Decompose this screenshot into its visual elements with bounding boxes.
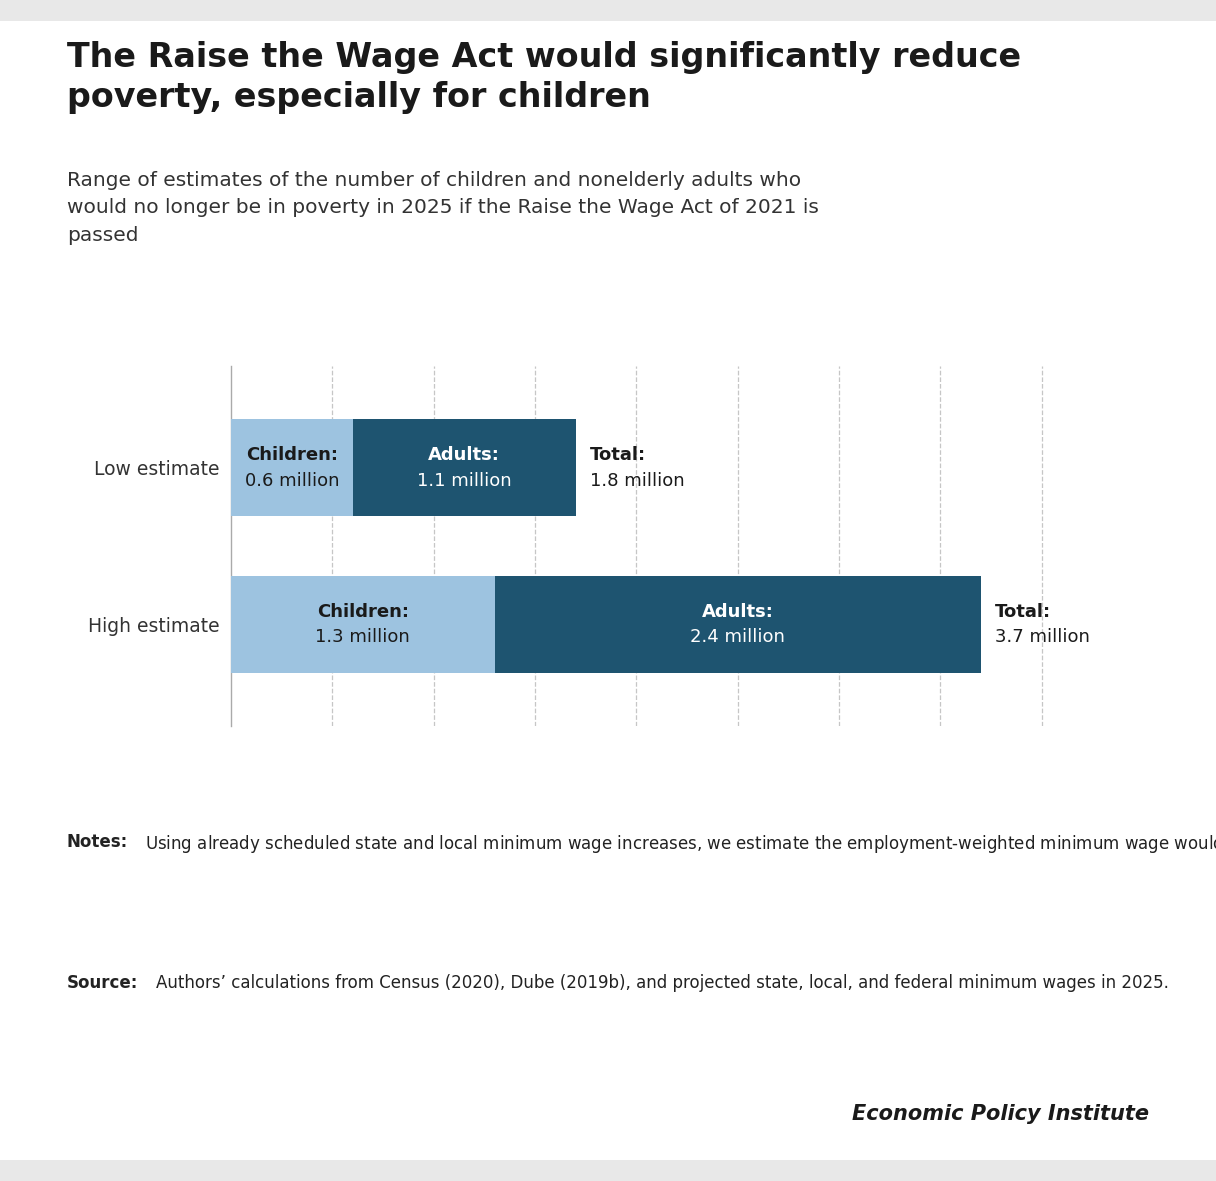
Text: 1.8 million: 1.8 million [590, 472, 685, 490]
Text: Adults:: Adults: [702, 602, 773, 620]
Text: Children:: Children: [317, 602, 409, 620]
Bar [231, 419, 353, 516]
Text: Authors’ calculations from Census (2020), Dube (2019b), and projected state, loc: Authors’ calculations from Census (2020)… [156, 974, 1169, 992]
Text: Economic Policy Institute: Economic Policy Institute [852, 1104, 1149, 1124]
Text: 0.6 million: 0.6 million [244, 472, 339, 490]
Text: Total:: Total: [590, 446, 646, 464]
Text: The Raise the Wage Act would significantly reduce
poverty, especially for childr: The Raise the Wage Act would significant… [67, 41, 1021, 113]
Text: Adults:: Adults: [428, 446, 500, 464]
Text: 1.1 million: 1.1 million [417, 472, 512, 490]
Text: Range of estimates of the number of children and nonelderly adults who
would no : Range of estimates of the number of chil… [67, 171, 818, 244]
Text: Total:: Total: [995, 602, 1051, 620]
Text: 3.7 million: 3.7 million [995, 628, 1090, 646]
Text: Using already scheduled state and local minimum wage increases, we estimate the : Using already scheduled state and local … [145, 833, 1216, 855]
Text: Notes:: Notes: [67, 833, 128, 850]
Text: 2.4 million: 2.4 million [691, 628, 786, 646]
Text: 1.3 million: 1.3 million [315, 628, 410, 646]
Bar [495, 576, 981, 673]
Text: Source:: Source: [67, 974, 139, 992]
Bar [353, 419, 575, 516]
Bar [231, 576, 495, 673]
Text: Children:: Children: [246, 446, 338, 464]
